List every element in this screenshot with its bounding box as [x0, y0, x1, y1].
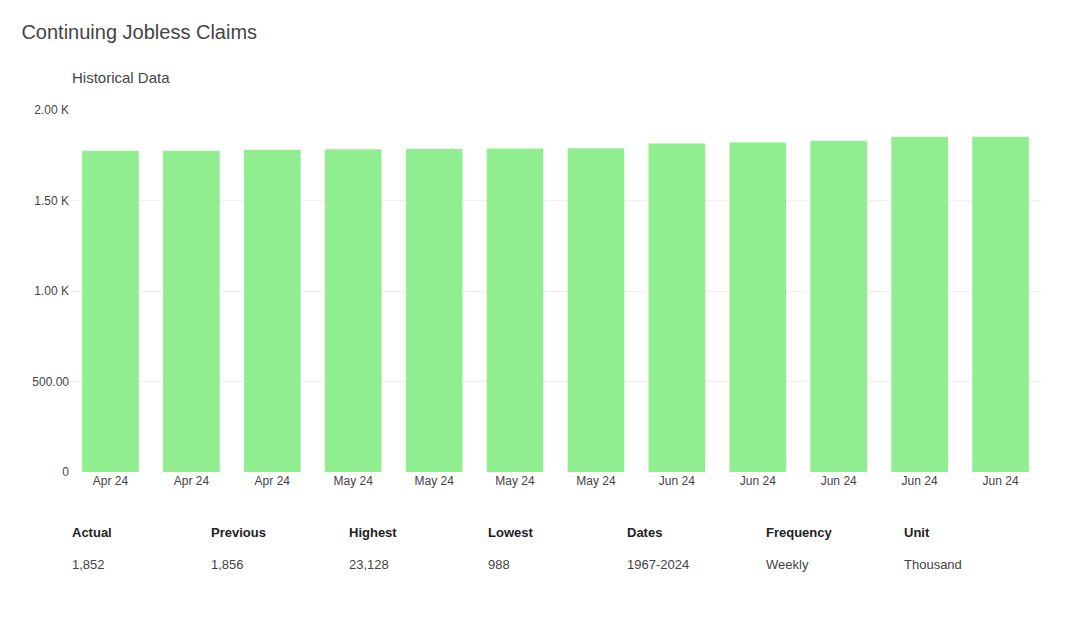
- svg-text:Jun 24: Jun 24: [902, 474, 938, 488]
- svg-text:Weekly: Weekly: [766, 557, 809, 572]
- svg-text:0: 0: [62, 465, 69, 479]
- svg-text:1,852: 1,852: [72, 557, 105, 572]
- svg-text:2.00 K: 2.00 K: [34, 103, 69, 117]
- svg-text:Apr 24: Apr 24: [93, 474, 129, 488]
- svg-text:May 24: May 24: [495, 474, 535, 488]
- svg-text:Jun 24: Jun 24: [821, 474, 857, 488]
- svg-text:Jun 24: Jun 24: [983, 474, 1019, 488]
- svg-text:1,856: 1,856: [211, 557, 244, 572]
- svg-text:988: 988: [488, 557, 510, 572]
- svg-text:May 24: May 24: [576, 474, 616, 488]
- svg-text:1967-2024: 1967-2024: [627, 557, 689, 572]
- svg-text:Dates: Dates: [627, 525, 662, 540]
- svg-text:1.00 K: 1.00 K: [34, 284, 69, 298]
- svg-text:Previous: Previous: [211, 525, 266, 540]
- svg-text:Jun 24: Jun 24: [740, 474, 776, 488]
- svg-text:Apr 24: Apr 24: [174, 474, 210, 488]
- svg-text:Frequency: Frequency: [766, 525, 833, 540]
- svg-text:Jun 24: Jun 24: [659, 474, 695, 488]
- svg-text:Highest: Highest: [349, 525, 397, 540]
- svg-text:500.00: 500.00: [32, 375, 69, 389]
- svg-text:Actual: Actual: [72, 525, 112, 540]
- svg-text:Apr 24: Apr 24: [255, 474, 291, 488]
- svg-text:Lowest: Lowest: [488, 525, 533, 540]
- svg-text:Thousand: Thousand: [904, 557, 962, 572]
- svg-text:23,128: 23,128: [349, 557, 389, 572]
- svg-text:Unit: Unit: [904, 525, 930, 540]
- svg-text:1.50 K: 1.50 K: [34, 194, 69, 208]
- svg-text:May 24: May 24: [334, 474, 374, 488]
- svg-text:Historical Data: Historical Data: [72, 69, 170, 86]
- svg-text:Continuing Jobless Claims: Continuing Jobless Claims: [21, 21, 257, 43]
- svg-text:May 24: May 24: [414, 474, 454, 488]
